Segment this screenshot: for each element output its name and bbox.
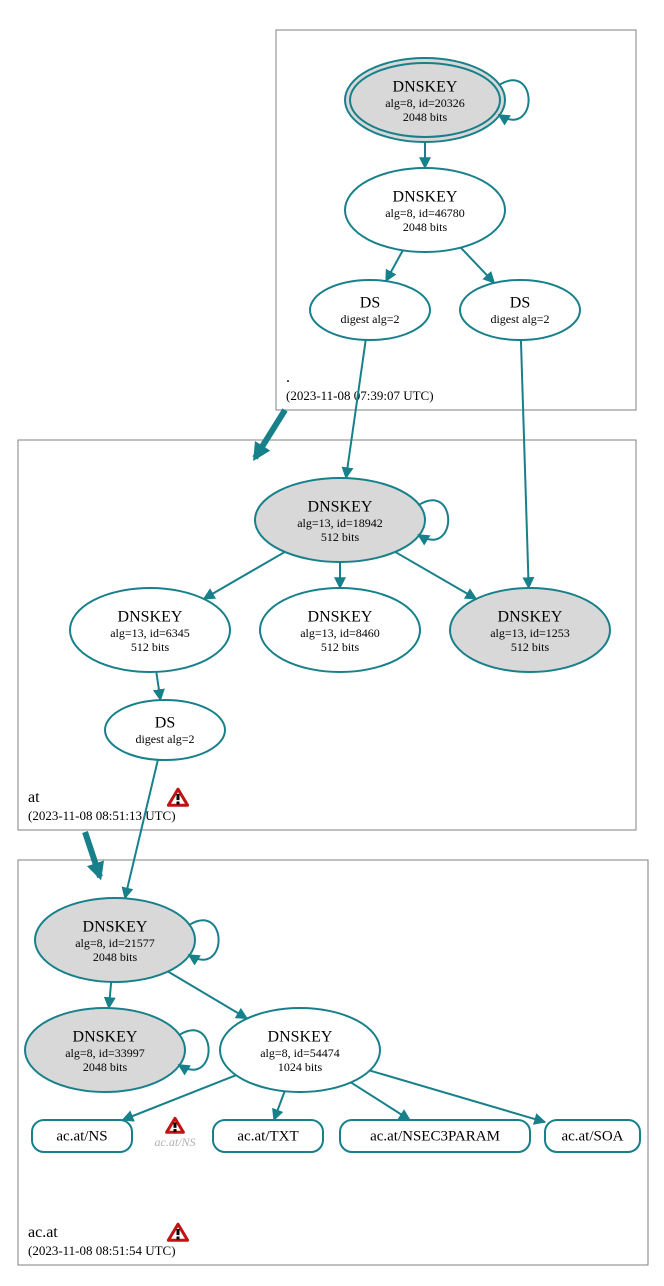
node-sub2: 2048 bits (403, 110, 448, 124)
node-title: DS (360, 295, 380, 312)
node-sub1: alg=8, id=33997 (65, 1046, 145, 1060)
node-title: DNSKEY (498, 609, 563, 626)
node-title: DS (510, 295, 530, 312)
node-rr_ns: ac.at/NS (32, 1120, 132, 1152)
rr-label: ac.at/SOA (561, 1128, 623, 1144)
node-sub2: 512 bits (511, 640, 550, 654)
node-sub2: 2048 bits (83, 1060, 128, 1074)
delegation-edge (85, 832, 100, 877)
node-title: DNSKEY (308, 499, 373, 516)
rr-label: ac.at/NS (56, 1128, 107, 1144)
node-sub1: digest alg=2 (135, 732, 194, 746)
node-title: DNSKEY (83, 919, 148, 936)
node-sub1: alg=8, id=46780 (385, 206, 465, 220)
edge (204, 552, 285, 599)
rr-label: ac.at/NSEC3PARAM (370, 1128, 500, 1144)
node-at_key_grey: DNSKEYalg=13, id=1253512 bits (450, 588, 610, 672)
node-sub1: alg=13, id=8460 (300, 626, 380, 640)
edge (395, 552, 476, 599)
node-acat_key_grey: DNSKEYalg=8, id=339972048 bits (25, 1008, 209, 1092)
zone-timestamp-acat: (2023-11-08 08:51:54 UTC) (28, 1243, 176, 1258)
node-rr_txt: ac.at/TXT (213, 1120, 323, 1152)
edge (521, 340, 529, 588)
node-title: DNSKEY (73, 1029, 138, 1046)
zone-timestamp-root: (2023-11-08 07:39:07 UTC) (286, 388, 434, 403)
node-acat_ksk: DNSKEYalg=8, id=215772048 bits (35, 898, 219, 982)
edge (168, 971, 247, 1018)
covered-ns-label: ac.at/NS (155, 1135, 196, 1149)
node-acat_zsk: DNSKEYalg=8, id=544741024 bits (220, 1008, 380, 1092)
node-sub1: alg=13, id=18942 (297, 516, 383, 530)
zone-label-root: . (286, 369, 290, 386)
node-sub1: alg=8, id=20326 (385, 96, 465, 110)
node-root_ds1: DSdigest alg=2 (310, 280, 430, 340)
node-sub1: alg=8, id=54474 (260, 1046, 340, 1060)
node-sub2: 2048 bits (403, 220, 448, 234)
warning-icon (168, 789, 187, 805)
node-title: DNSKEY (308, 609, 373, 626)
node-at_zsk1: DNSKEYalg=13, id=6345512 bits (70, 588, 230, 672)
warning-icon (167, 1118, 184, 1132)
node-sub1: alg=13, id=1253 (490, 626, 570, 640)
edge (156, 672, 160, 700)
edge (386, 250, 403, 281)
edge (125, 760, 158, 899)
warning-icon (168, 1224, 187, 1240)
rr-label: ac.at/TXT (237, 1128, 298, 1144)
node-at_ds: DSdigest alg=2 (105, 700, 225, 760)
node-rr_nsec3: ac.at/NSEC3PARAM (340, 1120, 530, 1152)
node-sub2: 1024 bits (278, 1060, 323, 1074)
node-sub2: 512 bits (131, 640, 170, 654)
node-sub1: alg=13, id=6345 (110, 626, 190, 640)
node-title: DNSKEY (393, 79, 458, 96)
edge (461, 248, 495, 283)
zone-label-at: at (28, 789, 40, 806)
node-title: DS (155, 715, 175, 732)
edge (370, 1071, 545, 1123)
node-sub1: digest alg=2 (490, 312, 549, 326)
node-at_zsk2: DNSKEYalg=13, id=8460512 bits (260, 588, 420, 672)
node-sub2: 512 bits (321, 530, 360, 544)
node-sub2: 512 bits (321, 640, 360, 654)
edge (274, 1091, 285, 1120)
node-sub1: alg=8, id=21577 (75, 936, 155, 950)
node-sub1: digest alg=2 (340, 312, 399, 326)
edge (109, 982, 111, 1008)
delegation-edge (255, 410, 285, 458)
zone-label-acat: ac.at (28, 1224, 58, 1241)
node-title: DNSKEY (268, 1029, 333, 1046)
node-sub2: 2048 bits (93, 950, 138, 964)
node-at_ksk: DNSKEYalg=13, id=18942512 bits (255, 478, 448, 562)
node-title: DNSKEY (118, 609, 183, 626)
node-title: DNSKEY (393, 189, 458, 206)
node-rr_soa: ac.at/SOA (545, 1120, 640, 1152)
node-root_ksk: DNSKEYalg=8, id=203262048 bits (345, 58, 529, 142)
edge (346, 340, 366, 478)
zone-timestamp-at: (2023-11-08 08:51:13 UTC) (28, 808, 176, 823)
node-root_ds2: DSdigest alg=2 (460, 280, 580, 340)
node-root_zsk: DNSKEYalg=8, id=467802048 bits (345, 168, 505, 252)
edge (351, 1082, 410, 1120)
